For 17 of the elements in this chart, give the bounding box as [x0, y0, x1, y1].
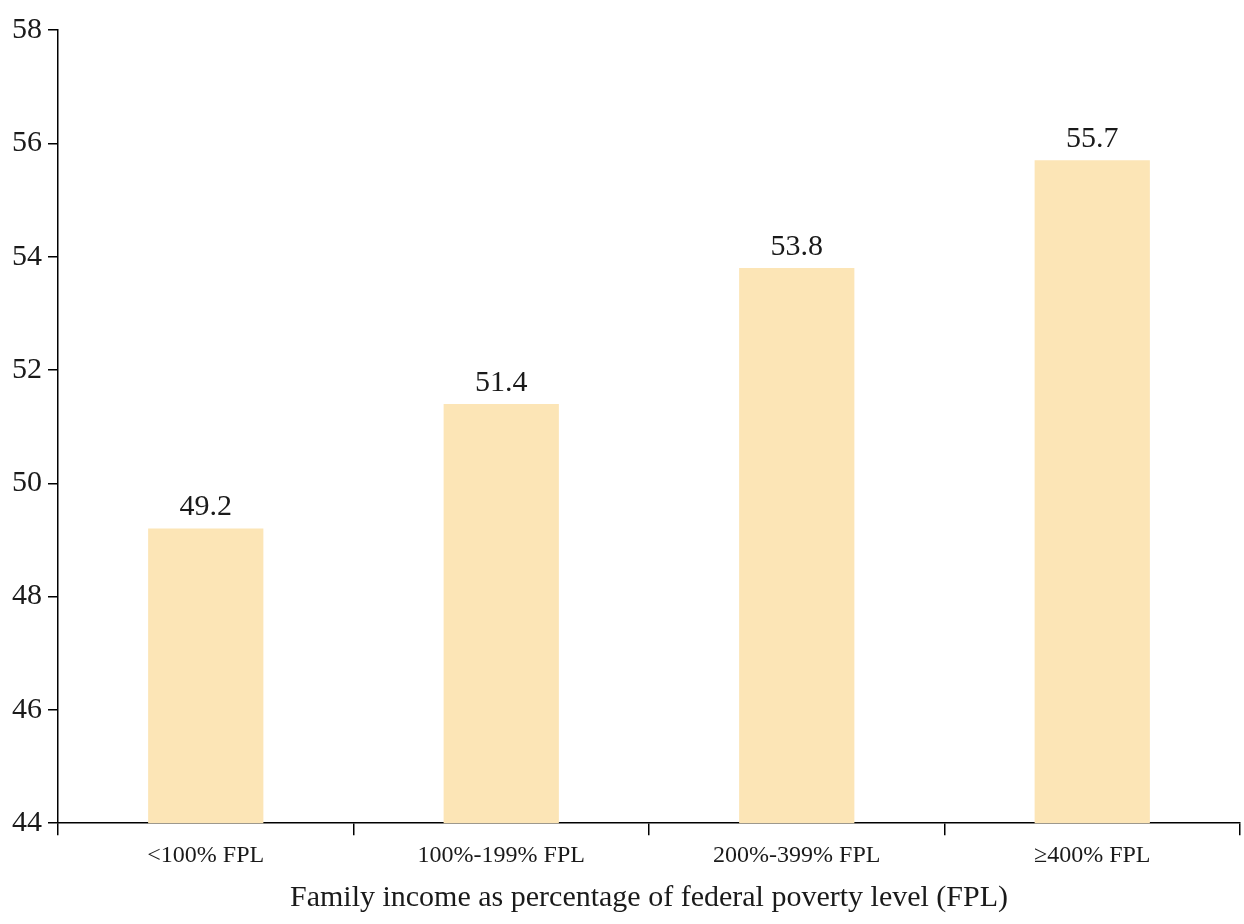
- x-axis-title: Family income as percentage of federal poverty level (FPL): [289, 878, 1009, 913]
- x-tick-label: 200%-399% FPL: [713, 840, 881, 867]
- y-tick-label: 54: [12, 237, 42, 271]
- y-tick-label: 46: [12, 690, 42, 724]
- y-tick-label: 44: [12, 804, 42, 838]
- data-label: 53.8: [770, 227, 823, 261]
- y-tick-label: 50: [12, 464, 42, 498]
- y-tick-label: 52: [12, 350, 42, 384]
- y-tick-label: 56: [12, 124, 42, 158]
- y-tick-label: 48: [12, 577, 42, 611]
- x-tick-label: ≥400% FPL: [1033, 840, 1151, 867]
- data-label: 55.7: [1066, 120, 1119, 154]
- y-tick-label: 58: [12, 10, 42, 44]
- x-tick-label: <100% FPL: [147, 840, 265, 867]
- x-tick-label: 100%-199% FPL: [417, 840, 585, 867]
- data-label: 49.2: [179, 488, 232, 522]
- data-label: 51.4: [475, 363, 528, 397]
